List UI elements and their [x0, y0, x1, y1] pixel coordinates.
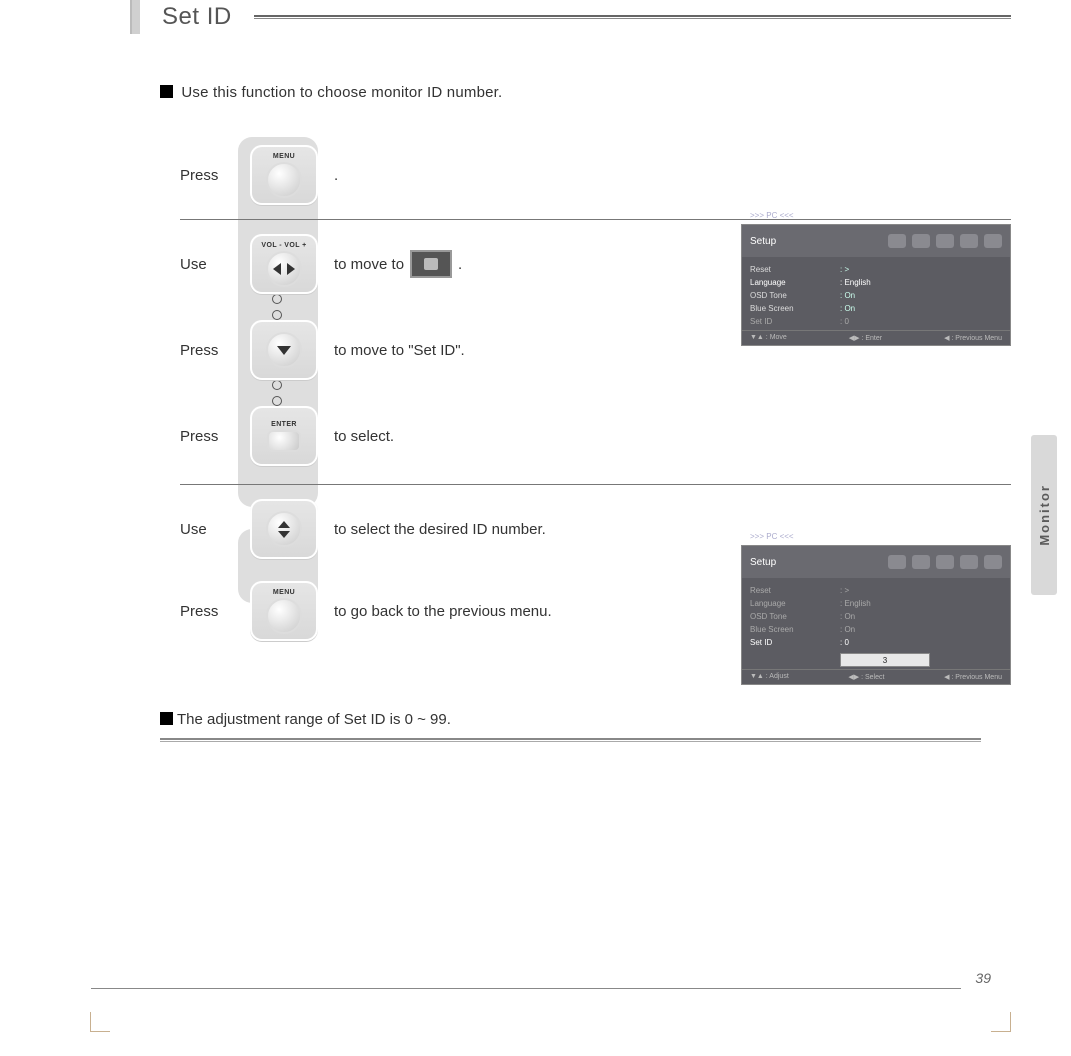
osd2-ftr-c: ◀ : Previous Menu — [944, 673, 1002, 681]
step3-verb: Press — [180, 342, 234, 359]
osd1-blue-v: : On — [840, 304, 855, 313]
round-knob-icon — [266, 162, 302, 198]
menu-button-icon: MENU — [250, 145, 318, 205]
osd2-setid-k: Set ID — [750, 638, 840, 647]
osd2-blue-v: : On — [840, 625, 855, 634]
enter-button-icon: ENTER — [250, 406, 318, 466]
step-1: Press MENU . — [180, 131, 1011, 220]
osd1-lang-v: : English — [840, 278, 871, 287]
up-down-button-icon — [250, 499, 318, 559]
setup-screen-inner-icon — [424, 258, 438, 270]
osd1-setid-v: : 0 — [840, 317, 849, 326]
osd2-header-icons — [784, 555, 1002, 569]
bullet-icon — [160, 712, 173, 725]
footnote-text: The adjustment range of Set ID is 0 ~ 99… — [177, 711, 451, 728]
osd2-id-input: 3 — [840, 653, 930, 667]
osd-icon — [960, 234, 978, 248]
osd2-input-label: >>> PC <<< — [750, 532, 794, 541]
osd1-ftr-a: ▼▲ : Move — [750, 334, 787, 342]
step4-after: to select. — [334, 428, 394, 445]
osd-icon — [984, 555, 1002, 569]
title-accent-bar — [130, 0, 140, 34]
enter-knob-icon — [267, 430, 301, 452]
step5-after: to select the desired ID number. — [334, 521, 546, 538]
osd2-blue-k: Blue Screen — [750, 625, 840, 634]
osd1-osdtone-v: : On — [840, 291, 855, 300]
step-group-5-6: Use to select the desired ID number. Pre… — [180, 485, 1011, 655]
osd1-header-icons — [784, 234, 1002, 248]
osd1-ftr-b: ◀▶ : Enter — [849, 334, 882, 342]
osd2-ftr-a: ▼▲ : Adjust — [750, 673, 789, 681]
step1-after: . — [334, 167, 338, 184]
step5-verb: Use — [180, 521, 234, 538]
page-title: Set ID — [152, 3, 242, 31]
title-rule — [254, 15, 1011, 19]
osd-icon — [984, 234, 1002, 248]
side-tab-label: Monitor — [1037, 484, 1052, 546]
osd1-input-label: >>> PC <<< — [750, 211, 794, 220]
vol-lr-button-icon: VOL - VOL + — [250, 234, 318, 294]
osd2-title: Setup — [750, 557, 776, 568]
osd-icon — [888, 234, 906, 248]
step3-after: to move to "Set ID". — [334, 342, 465, 359]
osd2-reset-v: : > — [840, 586, 849, 595]
osd2-osdtone-v: : On — [840, 612, 855, 621]
osd2-setid-v: : 0 — [840, 638, 849, 647]
vol-labels: VOL - VOL + — [261, 242, 306, 249]
step-group-2-4: Use VOL - VOL + to move to . Press to mo… — [180, 220, 1011, 485]
osd2-ftr-b: ◀▶ : Select — [848, 673, 884, 681]
crop-mark-icon — [90, 1012, 110, 1032]
osd1-osdtone-k: OSD Tone — [750, 291, 840, 300]
osd1-title: Setup — [750, 236, 776, 247]
step2-verb: Use — [180, 256, 234, 273]
arrow-up-down-icon — [266, 511, 302, 547]
page-number: 39 — [975, 970, 991, 986]
bottom-rule — [160, 738, 981, 742]
side-tab: Monitor — [1031, 435, 1057, 595]
osd-icon — [936, 555, 954, 569]
osd-icon — [936, 234, 954, 248]
down-button-icon — [250, 320, 318, 380]
step2-after-pre: to move to — [334, 256, 404, 273]
osd1-blue-k: Blue Screen — [750, 304, 840, 313]
arrow-left-right-icon — [266, 251, 302, 287]
step4-verb: Press — [180, 428, 234, 445]
osd2-lang-v: : English — [840, 599, 871, 608]
osd2-osdtone-k: OSD Tone — [750, 612, 840, 621]
step1-verb: Press — [180, 167, 234, 184]
osd1-reset-v: : > — [840, 265, 849, 274]
osd-screenshot-1: >>> PC <<< Setup Reset: > Language: Engl… — [741, 224, 1011, 346]
step6-verb: Press — [180, 603, 234, 620]
osd-icon — [912, 555, 930, 569]
osd1-lang-k: Language — [750, 278, 840, 287]
osd-screenshot-2: >>> PC <<< Setup Reset: > Language: Engl… — [741, 545, 1011, 685]
enter-button-label: ENTER — [271, 421, 297, 428]
osd1-setid-k: Set ID — [750, 317, 840, 326]
osd1-reset-k: Reset — [750, 265, 840, 274]
setup-screen-icon — [410, 250, 452, 278]
intro-content: Use this function to choose monitor ID n… — [181, 84, 502, 101]
crop-mark-icon — [991, 1012, 1011, 1032]
round-knob-icon — [266, 598, 302, 634]
menu-button-label2: MENU — [273, 589, 295, 596]
step2-after-post: . — [458, 256, 462, 273]
footnote: The adjustment range of Set ID is 0 ~ 99… — [160, 711, 1011, 728]
step6-after: to go back to the previous menu. — [334, 603, 552, 620]
osd-icon — [888, 555, 906, 569]
osd2-reset-k: Reset — [750, 586, 840, 595]
section-header: Set ID — [130, 0, 1011, 34]
arrow-down-icon — [266, 332, 302, 368]
menu-button-icon: MENU — [250, 581, 318, 641]
bullet-icon — [160, 85, 173, 98]
osd-icon — [912, 234, 930, 248]
intro-text: Use this function to choose monitor ID n… — [160, 84, 1011, 101]
menu-button-label: MENU — [273, 153, 295, 160]
step2-after: to move to . — [334, 250, 462, 278]
osd1-ftr-c: ◀ : Previous Menu — [944, 334, 1002, 342]
osd2-lang-k: Language — [750, 599, 840, 608]
page-number-rule — [91, 988, 961, 990]
osd-icon — [960, 555, 978, 569]
